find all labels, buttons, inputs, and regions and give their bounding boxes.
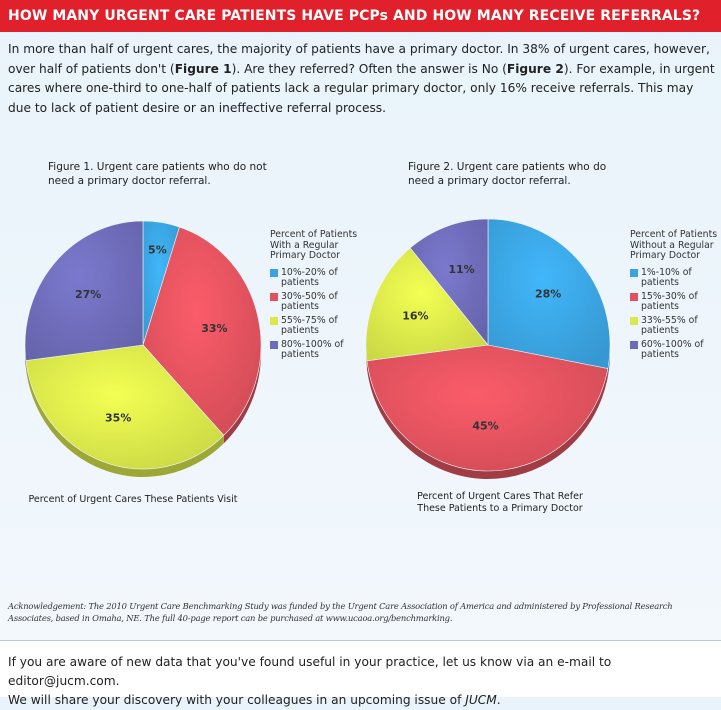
figure2-slice-label-3: 11% [448, 263, 474, 276]
footer-journal-name: JUCM [465, 693, 497, 707]
figure2-slice-2 [365, 247, 489, 362]
figure2-legend-item-0: 1%-10% of patients [630, 266, 720, 289]
page-header: HOW MANY URGENT CARE PATIENTS HAVE PCPs … [0, 0, 721, 32]
footer-line-2-text: We will share your discovery with your c… [8, 693, 466, 707]
figure1-legend-item-0: 10%-20% of patients [270, 266, 370, 289]
figure1-legend-label-1: 30%-50% of patients [281, 290, 338, 312]
figure1-legend-title: Percent of Patients With a Regular Prima… [270, 229, 358, 261]
figure1-pie-chart: 5% 33% 35% 27% [24, 220, 262, 477]
figure1-legend-label-0: 10%-20% of patients [281, 266, 338, 288]
figure2-caption: Percent of Urgent Cares That Refer These… [417, 491, 583, 514]
intro-figure1-ref: Figure 1 [174, 61, 232, 76]
figure2-slice-label-0: 28% [535, 288, 561, 301]
figure1-slice-1 [142, 226, 262, 436]
figure1-slice-rim-1 [223, 345, 261, 444]
figure2-legend-label-1: 15%-30% of patients [641, 290, 698, 312]
figure1-slice-3 [24, 220, 144, 361]
figure1-slice-label-0: 5% [148, 243, 167, 256]
figure2-title: Figure 2. Urgent care patients who do ne… [408, 161, 607, 187]
figure2-slice-rim-0 [607, 345, 610, 377]
figure1-legend-item-2: 55%-75% of patients [270, 314, 370, 337]
figure1-title: Figure 1. Urgent care patients who do no… [48, 161, 267, 187]
footer-text: If you are aware of new data that you've… [8, 653, 718, 710]
intro-text-3: ). For example, in urgent cares where on… [8, 61, 715, 115]
intro-figure2-ref: Figure 2 [506, 61, 564, 76]
figure1-legend-swatch-0 [270, 268, 278, 277]
figure2-slice-0 [487, 218, 611, 369]
figure1-legend-label-3: 80%-100% of patients [281, 338, 344, 360]
figure1-caption: Percent of Urgent Cares These Patients V… [28, 494, 238, 505]
figure2-slice-label-1: 45% [472, 420, 498, 433]
figure1-legend-item-3: 80%-100% of patients [270, 338, 370, 361]
figure2-legend-item-2: 33%-55% of patients [630, 314, 720, 337]
figure1-legend-swatch-3 [270, 340, 278, 349]
figure2-legend-label-0: 1%-10% of patients [641, 266, 692, 288]
acknowledgement-text: Acknowledgement: The 2010 Urgent Care Be… [8, 601, 673, 623]
figure2-legend-swatch-1 [630, 292, 638, 301]
figure2-legend-label-3: 60%-100% of patients [641, 338, 704, 360]
figure2-legend-swatch-3 [630, 340, 638, 349]
figure1-legend-item-1: 30%-50% of patients [270, 290, 370, 313]
figure2-legend-swatch-0 [630, 268, 638, 277]
figure2-legend-swatch-2 [630, 316, 638, 325]
figure1-legend-label-2: 55%-75% of patients [281, 314, 338, 336]
intro-text-2: ). Are they referred? Often the answer i… [231, 61, 507, 76]
footer-line-1: If you are aware of new data that you've… [8, 655, 612, 688]
figure2-legend-title: Percent of Patients Without a Regular Pr… [630, 229, 718, 261]
footer-line-2: We will share your discovery with your c… [8, 691, 718, 710]
figure2-slice-3 [409, 218, 489, 346]
figure2-legend: Percent of Patients Without a Regular Pr… [630, 229, 720, 364]
figure1-legend-swatch-1 [270, 292, 278, 301]
figure2-pie-chart: 28% 45% 16% 11% [365, 218, 611, 479]
figure1-slice-2 [25, 344, 225, 470]
figure1-legend: Percent of Patients With a Regular Prima… [270, 229, 370, 364]
intro-paragraph: In more than half of urgent cares, the m… [8, 40, 716, 118]
figure1-slice-label-3: 27% [75, 288, 101, 301]
figure2-legend-label-2: 33%-55% of patients [641, 314, 698, 336]
figure1-slice-label-1: 33% [201, 322, 227, 335]
figure2-legend-item-1: 15%-30% of patients [630, 290, 720, 313]
page-title: HOW MANY URGENT CARE PATIENTS HAVE PCPs … [8, 8, 701, 24]
figure1-slice-label-2: 35% [105, 411, 131, 424]
figure2-slice-label-2: 16% [402, 309, 428, 322]
figure1-slice-rim-2 [25, 360, 224, 477]
footer-band [0, 640, 721, 697]
figure1-legend-swatch-2 [270, 316, 278, 325]
figure2-slice-1 [366, 344, 609, 472]
intro-text-1: In more than half of urgent cares, the m… [8, 42, 710, 76]
footer-period: . [496, 693, 501, 707]
figure2-legend-item-3: 60%-100% of patients [630, 338, 720, 361]
